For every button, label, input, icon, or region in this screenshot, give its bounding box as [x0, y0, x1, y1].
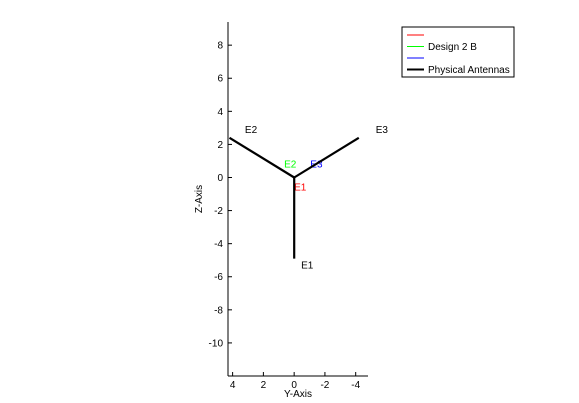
y-tick-label: 0: [217, 173, 223, 184]
series-3-label-2: E3: [376, 125, 389, 136]
y-tick-label: -4: [214, 239, 223, 250]
y-tick-label: 2: [217, 140, 223, 151]
x-tick-label: -4: [351, 380, 360, 391]
series-3-label-0: E1: [301, 260, 314, 271]
y-tick-label: -6: [214, 272, 223, 283]
legend-entry-1: Design 2 B: [428, 42, 477, 53]
y-tick-label: -8: [214, 305, 223, 316]
x-axis-title: Y-Axis: [284, 389, 312, 400]
legend-entry-3: Physical Antennas: [428, 65, 510, 76]
series-3-line-2: [293, 136, 360, 179]
y-axis-title: Z-Axis: [194, 185, 205, 213]
y-tick-label: -10: [209, 338, 224, 349]
series-3-label-1: E2: [245, 125, 258, 136]
series-0-label-0: E1: [294, 183, 307, 194]
x-tick-label: 4: [230, 380, 236, 391]
plot-area: E1 E2 E3 E1 E2 E3: [228, 125, 389, 271]
series-1-label-0: E2: [284, 160, 297, 171]
x-tick-label: -2: [320, 380, 329, 391]
axes: 4 2 0 -2 -4 8 6 4 2 0 -2 -4 -6 -8 -10 Y-Axis Z-Axis: [194, 22, 368, 400]
y-tick-label: 6: [217, 74, 223, 85]
y-tick-label: -2: [214, 206, 223, 217]
y-tick-label: 8: [217, 41, 223, 52]
y-tick-label: 4: [217, 107, 223, 118]
legend: Design 2 B Physical Antennas: [401, 26, 515, 78]
x-tick-label: 2: [261, 380, 267, 391]
series-2-label-0: E3: [310, 160, 323, 171]
series-3-line-1: [228, 136, 295, 179]
x-tick-label: 0: [291, 380, 297, 391]
